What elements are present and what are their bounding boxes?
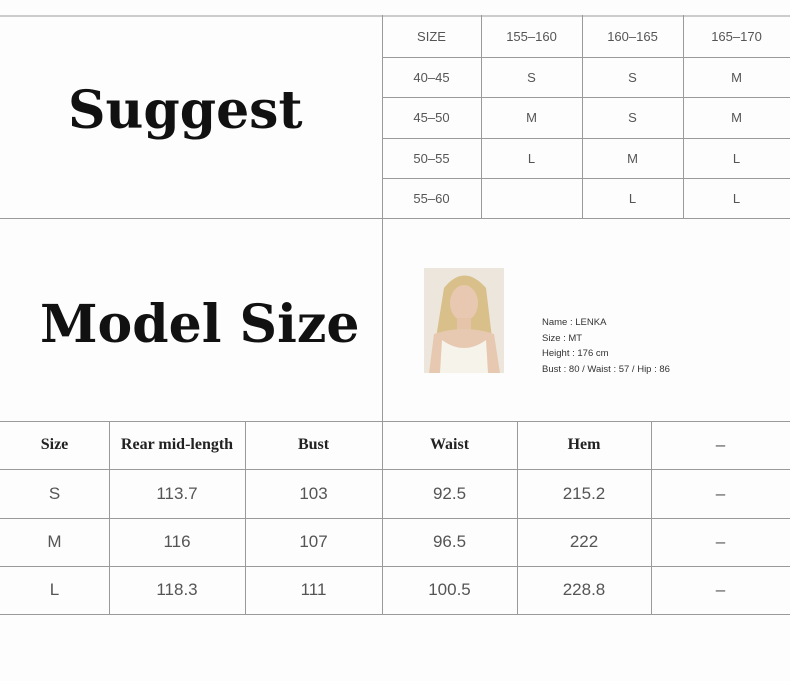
model-size: Size : MT [542,332,583,344]
divider [517,421,518,614]
table-cell: S [48,483,61,503]
table-cell: 55–60 [413,190,450,206]
table-cell: L [732,150,741,166]
divider [382,15,383,218]
divider [0,15,790,17]
table-cell: 50–55 [413,150,450,166]
table-cell: 45–50 [413,110,450,125]
table-cell: 96.5 [432,532,467,551]
table-cell: 215.2 [562,483,606,503]
table-cell: 118.3 [156,580,198,599]
table-cell: 107 [299,532,328,551]
table-cell: – [715,532,726,551]
divider [0,218,790,219]
divider [245,421,246,614]
divider [683,15,684,218]
model-name: Name : LENKA [542,317,607,328]
table-cell: M [731,69,742,85]
table-cell: 113.7 [156,483,198,503]
table-header: SIZE [417,28,446,44]
divider [382,97,790,98]
model-photo [424,268,504,373]
model-info: Name : LENKA Size : MT Height : 176 cm B… [542,315,670,377]
divider [382,57,790,58]
divider [0,421,790,422]
divider [582,15,583,218]
divider [0,518,790,519]
model-measurements: Bust : 80 / Waist : 57 / Hip : 86 [542,363,670,375]
table-cell: S [628,110,637,125]
table-header: 165–170 [711,28,762,44]
table-header: – [715,435,726,454]
table-cell: 103 [299,483,328,503]
divider [109,421,110,614]
table-header: Rear mid-length [120,436,234,453]
divider [382,178,790,179]
table-cell: 222 [569,532,599,551]
divider [651,421,652,614]
divider [0,566,790,567]
table-cell: 111 [300,580,327,599]
table-cell: S [628,69,637,85]
table-cell: M [526,110,537,125]
table-header: 155–160 [506,28,557,44]
table-cell: L [49,580,60,599]
table-header: Hem [567,436,601,453]
divider [0,614,790,615]
table-cell: L [527,150,536,166]
table-header: Size [40,436,69,453]
divider [382,218,383,421]
suggest-title: Suggest [68,80,303,141]
model-size-title: Model Size [40,294,360,355]
divider [481,15,482,218]
table-cell: 40–45 [413,69,450,85]
table-cell: – [715,580,726,599]
model-height: Height : 176 cm [542,348,609,359]
table-cell [481,178,582,218]
table-header: Bust [297,436,330,453]
table-cell: – [715,483,726,503]
table-cell: L [628,190,637,206]
divider [382,421,383,614]
table-cell: M [731,110,742,125]
table-cell: S [527,69,536,85]
table-cell: 116 [163,532,191,551]
table-cell: M [627,150,638,166]
table-header: 160–165 [607,28,658,44]
table-cell: 100.5 [428,580,471,599]
table-cell: 92.5 [432,483,467,503]
divider [382,138,790,139]
table-cell: 228.8 [562,580,606,599]
divider [0,469,790,470]
table-cell: M [47,532,62,551]
table-cell: L [732,190,741,206]
table-header: Waist [429,436,470,453]
